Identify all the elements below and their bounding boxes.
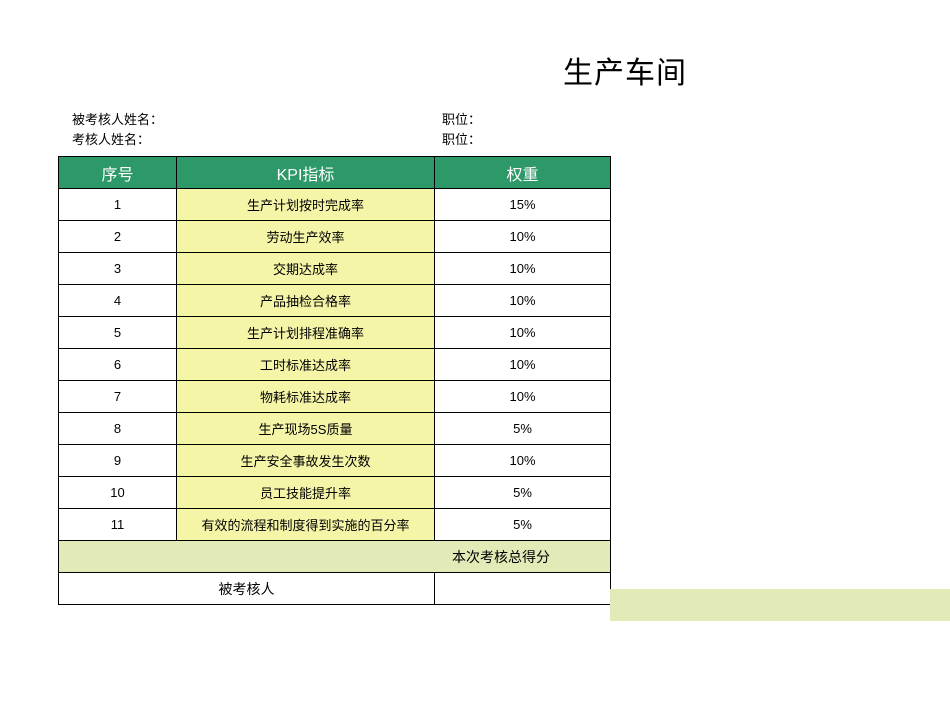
cell-seq: 8 [59, 413, 177, 445]
table-row: 7物耗标准达成率10% [59, 381, 611, 413]
total-row: 本次考核总得分 [59, 541, 611, 573]
cell-kpi: 物耗标准达成率 [177, 381, 435, 413]
table-row: 2劳动生产效率10% [59, 221, 611, 253]
header-seq: 序号 [59, 157, 177, 189]
cell-kpi: 员工技能提升率 [177, 477, 435, 509]
page-title: 生产车间 [0, 48, 950, 92]
table-row: 4产品抽检合格率10% [59, 285, 611, 317]
cell-seq: 3 [59, 253, 177, 285]
cell-weight: 5% [435, 509, 611, 541]
signer-row: 被考核人 [59, 573, 611, 605]
cell-seq: 2 [59, 221, 177, 253]
cell-kpi: 工时标准达成率 [177, 349, 435, 381]
evaluator-name-label: 考核人姓名： [72, 130, 442, 150]
table-header-row: 序号 KPI指标 权重 [59, 157, 611, 189]
table-row: 11有效的流程和制度得到实施的百分率5% [59, 509, 611, 541]
cell-weight: 10% [435, 317, 611, 349]
meta-row-2: 考核人姓名： 职位： [72, 130, 950, 150]
cell-kpi: 生产安全事故发生次数 [177, 445, 435, 477]
total-strip-extension [610, 589, 950, 621]
cell-weight: 10% [435, 445, 611, 477]
position-label-1: 职位： [442, 110, 642, 130]
cell-kpi: 生产计划按时完成率 [177, 189, 435, 221]
cell-kpi: 交期达成率 [177, 253, 435, 285]
cell-seq: 4 [59, 285, 177, 317]
header-kpi: KPI指标 [177, 157, 435, 189]
cell-seq: 10 [59, 477, 177, 509]
header-weight: 权重 [435, 157, 611, 189]
cell-kpi: 生产计划排程准确率 [177, 317, 435, 349]
meta-row-1: 被考核人姓名： 职位： [72, 110, 950, 130]
position-label-2: 职位： [442, 130, 642, 150]
cell-seq: 11 [59, 509, 177, 541]
cell-weight: 10% [435, 285, 611, 317]
cell-weight: 15% [435, 189, 611, 221]
cell-kpi: 劳动生产效率 [177, 221, 435, 253]
table-row: 3交期达成率10% [59, 253, 611, 285]
cell-weight: 10% [435, 349, 611, 381]
cell-seq: 1 [59, 189, 177, 221]
signer-blank [435, 573, 611, 605]
kpi-table: 序号 KPI指标 权重 1生产计划按时完成率15%2劳动生产效率10%3交期达成… [58, 156, 611, 605]
cell-weight: 10% [435, 253, 611, 285]
table-row: 1生产计划按时完成率15% [59, 189, 611, 221]
evaluated-name-label: 被考核人姓名： [72, 110, 442, 130]
total-label: 本次考核总得分 [59, 541, 611, 573]
cell-kpi: 产品抽检合格率 [177, 285, 435, 317]
cell-seq: 7 [59, 381, 177, 413]
cell-weight: 5% [435, 477, 611, 509]
cell-weight: 10% [435, 381, 611, 413]
table-row: 8生产现场5S质量5% [59, 413, 611, 445]
cell-seq: 9 [59, 445, 177, 477]
cell-kpi: 有效的流程和制度得到实施的百分率 [177, 509, 435, 541]
cell-seq: 5 [59, 317, 177, 349]
table-row: 10员工技能提升率5% [59, 477, 611, 509]
table-row: 5生产计划排程准确率10% [59, 317, 611, 349]
cell-seq: 6 [59, 349, 177, 381]
signer-label: 被考核人 [59, 573, 435, 605]
table-row: 6工时标准达成率10% [59, 349, 611, 381]
table-row: 9生产安全事故发生次数10% [59, 445, 611, 477]
cell-weight: 10% [435, 221, 611, 253]
cell-weight: 5% [435, 413, 611, 445]
cell-kpi: 生产现场5S质量 [177, 413, 435, 445]
